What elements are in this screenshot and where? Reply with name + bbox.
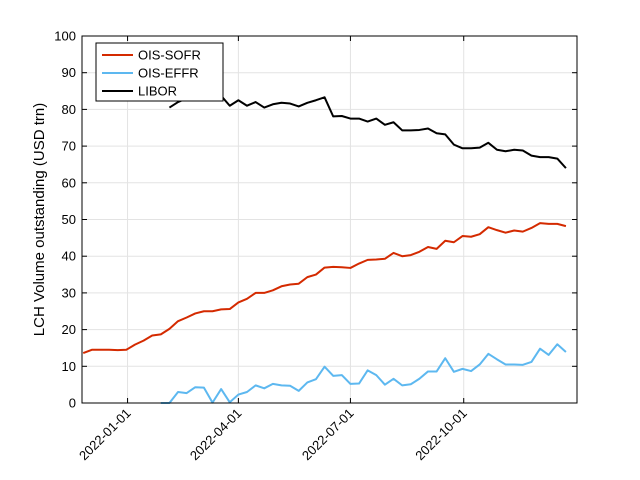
y-tick-label: 0 (69, 396, 76, 411)
legend: OIS-SOFR OIS-EFFR LIBOR (95, 42, 224, 102)
y-tick-label: 10 (62, 359, 76, 374)
y-tick-label: 40 (62, 249, 76, 264)
y-tick-label: 30 (62, 285, 76, 300)
y-tick-label: 80 (62, 102, 76, 117)
series-line-libor (168, 91, 567, 169)
y-tick-label: 20 (62, 322, 76, 337)
series-lines (82, 91, 567, 404)
y-tick-label: 70 (62, 139, 76, 154)
series-line-ois-effr (160, 343, 567, 404)
legend-label-ois-effr: OIS-EFFR (138, 66, 199, 81)
y-tick-label: 50 (62, 212, 76, 227)
series-line-ois-sofr (82, 222, 567, 355)
legend-label-ois-sofr: OIS-SOFR (138, 48, 201, 63)
y-tick-label: 90 (62, 65, 76, 80)
legend-label-libor: LIBOR (138, 84, 177, 99)
y-axis-title: LCH Volume outstanding (USD trn) (31, 103, 48, 336)
y-tick-label: 100 (54, 29, 76, 44)
y-tick-label: 60 (62, 175, 76, 190)
